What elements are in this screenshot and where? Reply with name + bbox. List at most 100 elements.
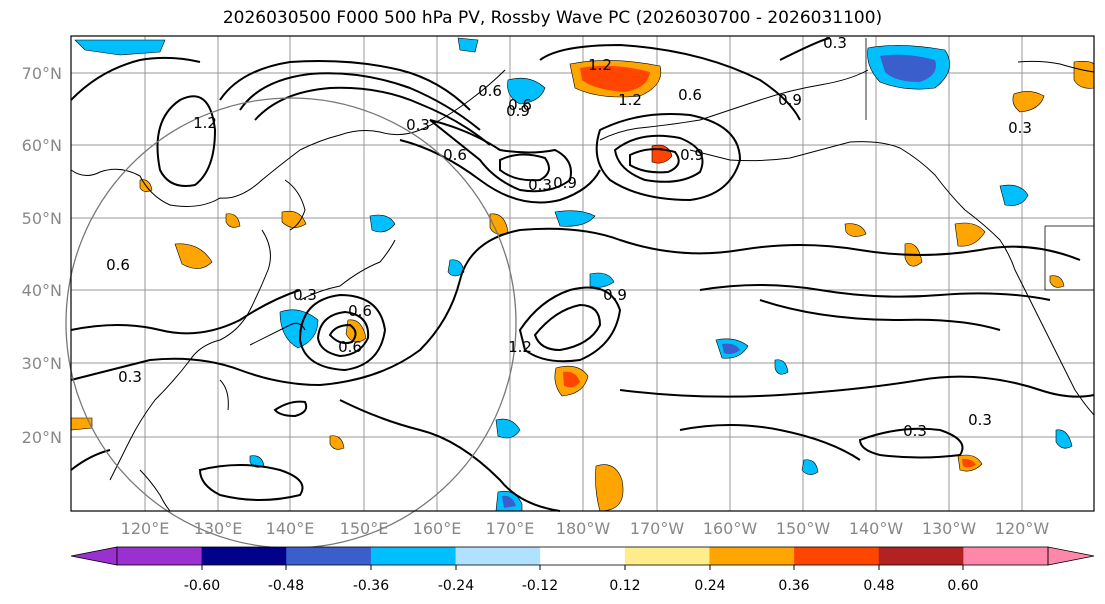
pos-anomaly-strong bbox=[563, 371, 580, 388]
map-title: 2026030500 F000 500 hPa PV, Rossby Wave … bbox=[222, 8, 883, 28]
contour-label: 0.6 bbox=[443, 146, 467, 164]
colorbar-tick-label: -0.24 bbox=[438, 578, 474, 594]
colorbar-segment bbox=[540, 547, 626, 565]
longitude-label: 170°W bbox=[630, 519, 685, 538]
neg-anomaly bbox=[999, 184, 1029, 206]
coastline-alaska bbox=[599, 69, 869, 141]
neg-anomaly-strong bbox=[880, 54, 936, 82]
contour-line bbox=[459, 227, 1081, 281]
longitude-label: 160°E bbox=[413, 519, 462, 538]
neg-anomaly bbox=[507, 77, 546, 105]
longitude-label: 120°W bbox=[995, 519, 1050, 538]
contour-line bbox=[239, 72, 481, 131]
contour-line bbox=[533, 303, 602, 352]
colorbar-extend-min bbox=[70, 546, 118, 566]
contour-label: 0.9 bbox=[603, 286, 627, 304]
contour-label: 0.6 bbox=[508, 96, 532, 114]
contour-line bbox=[156, 95, 217, 187]
contour-line bbox=[70, 289, 301, 335]
colorbar-segment bbox=[117, 547, 203, 565]
contour-line bbox=[298, 293, 387, 372]
contour-line bbox=[619, 375, 1095, 398]
colorbar-tick-label: -0.12 bbox=[522, 578, 558, 594]
contour-label: 0.3 bbox=[293, 286, 317, 304]
contour-labels: 1.20.60.90.30.60.90.60.31.20.90.60.31.2 0… bbox=[106, 34, 1032, 440]
contour-line bbox=[679, 424, 861, 461]
colorbar-segment bbox=[794, 547, 880, 565]
colorbar-tick-label: 0.12 bbox=[609, 578, 640, 594]
contour-line bbox=[518, 286, 622, 363]
political-borders bbox=[865, 38, 1094, 291]
contour-line bbox=[779, 37, 831, 61]
coastline bbox=[284, 179, 306, 231]
contour-label: 0.9 bbox=[506, 102, 530, 120]
pos-anomaly bbox=[281, 210, 307, 228]
latitude-label: 70°N bbox=[22, 64, 62, 83]
contour-line bbox=[699, 284, 1051, 301]
colorbar-tick-label: -0.36 bbox=[353, 578, 389, 594]
colorbar-tick-label: 0.36 bbox=[778, 578, 809, 594]
neg-anomaly bbox=[774, 359, 789, 375]
contour-label: 1.2 bbox=[193, 114, 217, 132]
colorbar-tick-label: -0.48 bbox=[268, 578, 304, 594]
contour-label: 0.9 bbox=[680, 146, 704, 164]
coastline bbox=[70, 149, 301, 207]
coastline bbox=[109, 229, 271, 481]
contour-label: 0.3 bbox=[118, 368, 142, 386]
pos-anomaly bbox=[174, 243, 213, 269]
neg-anomaly bbox=[369, 214, 396, 233]
contour-label: 0.9 bbox=[778, 91, 802, 109]
contour-label: 0.6 bbox=[338, 338, 362, 356]
coastlines bbox=[70, 38, 1095, 512]
pos-anomaly bbox=[1049, 275, 1065, 288]
coastline-canada bbox=[1017, 60, 1095, 73]
neg-anomaly bbox=[801, 459, 819, 475]
neg-anomaly bbox=[495, 418, 521, 439]
longitude-label: 120°E bbox=[121, 519, 170, 538]
colorbar-segment bbox=[624, 547, 710, 565]
coastline-philippines bbox=[139, 469, 171, 512]
latitude-label: 40°N bbox=[22, 281, 62, 300]
coastline-japan bbox=[299, 239, 396, 301]
contour-line bbox=[613, 134, 704, 183]
neg-anomaly bbox=[279, 309, 319, 349]
contour-line bbox=[273, 400, 308, 418]
pos-anomaly bbox=[70, 417, 93, 431]
contour-line bbox=[70, 449, 111, 471]
pos-anomaly-strong bbox=[962, 458, 976, 468]
contour-label: 0.6 bbox=[106, 256, 130, 274]
pos-anomaly bbox=[1012, 91, 1045, 113]
colorbar-segment bbox=[286, 547, 372, 565]
contour-label: 0.3 bbox=[1008, 119, 1032, 137]
contour-label: 0.3 bbox=[903, 422, 927, 440]
contour-line bbox=[399, 139, 601, 204]
neg-anomaly bbox=[447, 259, 465, 277]
contour-line bbox=[629, 148, 680, 174]
pos-anomaly-strong bbox=[580, 65, 650, 92]
longitude-label: 140°W bbox=[849, 519, 904, 538]
contour-line bbox=[539, 43, 801, 121]
coastline-na-west bbox=[964, 209, 1095, 416]
contour-line bbox=[328, 323, 357, 345]
neg-anomaly bbox=[457, 37, 479, 53]
colorbar-tick-label: 0.24 bbox=[694, 578, 725, 594]
contour-label: 0.3 bbox=[968, 411, 992, 429]
neg-anomaly-strong bbox=[502, 495, 516, 508]
contour-line bbox=[316, 310, 370, 358]
contour-label: 0.6 bbox=[478, 82, 502, 100]
colorbar-tick-label: -0.60 bbox=[184, 578, 220, 594]
contour-line bbox=[198, 464, 304, 501]
contour-label: 1.2 bbox=[508, 338, 532, 356]
latitude-label: 30°N bbox=[22, 354, 62, 373]
contour-label: 0.3 bbox=[823, 34, 847, 52]
neg-anomaly bbox=[74, 39, 166, 56]
contour-label: 1.2 bbox=[588, 56, 612, 74]
contour-line bbox=[499, 153, 550, 182]
longitude-label: 160°W bbox=[703, 519, 758, 538]
contour-label: 0.3 bbox=[406, 116, 430, 134]
contour-line bbox=[429, 119, 572, 193]
longitude-label: 130°W bbox=[922, 519, 977, 538]
colorbar-segment bbox=[370, 547, 457, 565]
colorbar-segment bbox=[963, 547, 1049, 565]
